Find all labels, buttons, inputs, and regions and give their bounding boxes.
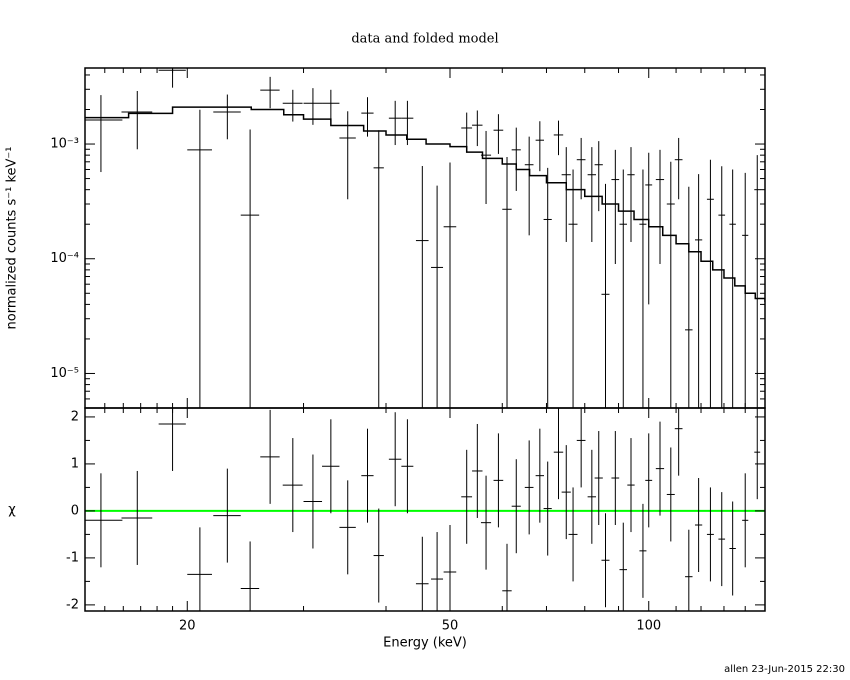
y-tick-label: 0 [71,503,79,518]
y-axis-label: normalized counts s⁻¹ keV⁻¹ [5,147,20,330]
y-tick-label: -2 [66,597,79,612]
x-tick-label: 20 [179,619,196,634]
footer: allen 23-Jun-2015 22:30 [724,664,845,675]
frame [84,407,766,612]
plot-area [85,408,765,611]
x-tick-label: 50 [442,619,459,634]
y-tick-label: 10⁻³ [50,137,79,152]
y-tick-label: 10⁻⁵ [50,366,79,381]
x-axis-label: Energy (keV) [383,636,467,651]
y-tick-label: -1 [66,550,79,565]
x-tick-label: 100 [636,619,661,634]
y-tick-label: 10⁻⁴ [50,251,79,266]
y-tick-label: 1 [71,456,79,471]
y-tick-label: 2 [71,409,79,424]
y-axis-label: χ [8,503,16,518]
plot-area [85,68,765,408]
chart-title: data and folded model [351,32,498,47]
